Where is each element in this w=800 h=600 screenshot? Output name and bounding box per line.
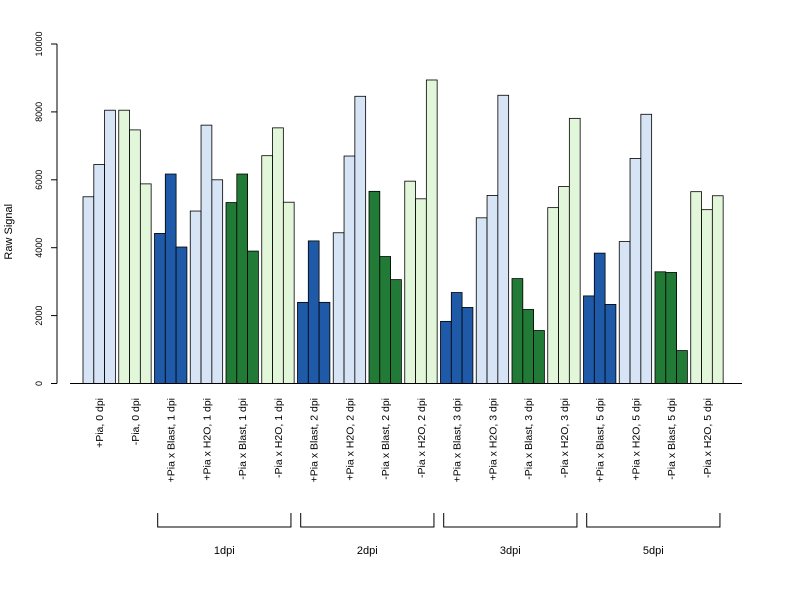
x-category-label: -Pia x Blast, 5 dpi xyxy=(666,398,678,480)
bar xyxy=(104,109,116,384)
group-bracket xyxy=(586,513,721,528)
bar xyxy=(368,190,381,384)
bar xyxy=(461,307,474,384)
bar xyxy=(225,202,238,384)
bar xyxy=(390,279,402,384)
y-tick-label: 2000 xyxy=(34,306,44,326)
bar xyxy=(665,272,677,384)
bar xyxy=(211,179,224,384)
bar xyxy=(558,186,570,384)
bar xyxy=(236,173,249,384)
group-bracket xyxy=(157,513,292,528)
group-brackets: 1dpi 2dpi 3dpi 5dpi xyxy=(157,513,721,557)
x-axis-labels: +Pia, 0 dpi -Pia, 0 dpi +Pia x Blast, 1 dp… xyxy=(94,398,714,482)
x-category-label: -Pia x H2O, 5 dpi xyxy=(702,398,714,478)
bar xyxy=(618,241,631,384)
y-axis: 0 2000 4000 6000 8000 10000 xyxy=(34,31,58,386)
group-label: 3dpi xyxy=(500,545,521,557)
y-axis-title: Raw Signal xyxy=(3,204,15,260)
x-category-label: +Pia x Blast, 2 dpi xyxy=(309,398,321,482)
bar xyxy=(640,113,653,384)
bar xyxy=(247,250,259,384)
x-category-label: +Pia x Blast, 1 dpi xyxy=(166,398,178,482)
bar xyxy=(701,209,713,384)
x-category-label: -Pia x H2O, 3 dpi xyxy=(559,398,571,478)
group-label: 1dpi xyxy=(214,545,235,557)
y-tick-label: 4000 xyxy=(34,238,44,258)
bar xyxy=(343,155,356,384)
bar xyxy=(511,278,524,384)
bar xyxy=(440,320,452,384)
group-label: 5dpi xyxy=(643,545,664,557)
bar xyxy=(533,330,545,384)
bar xyxy=(129,129,141,384)
bar xyxy=(583,295,595,384)
bars xyxy=(82,79,724,384)
bar xyxy=(379,256,391,384)
x-category-label: -Pia x H2O, 2 dpi xyxy=(416,398,428,478)
bar xyxy=(154,233,166,384)
x-category-label: -Pia x Blast, 2 dpi xyxy=(380,398,392,480)
bar xyxy=(318,301,331,384)
bar xyxy=(272,127,284,384)
group-label: 2dpi xyxy=(357,545,378,557)
bar xyxy=(175,246,188,384)
bar xyxy=(332,232,345,384)
bar xyxy=(629,158,642,384)
x-category-label: +Pia x Blast, 5 dpi xyxy=(595,398,607,482)
bar xyxy=(93,164,106,384)
bar xyxy=(297,301,309,384)
y-tick-label: 6000 xyxy=(34,170,44,190)
bar xyxy=(604,303,617,384)
y-tick-label: 8000 xyxy=(34,102,44,122)
bar xyxy=(676,350,688,384)
bar xyxy=(282,201,295,384)
bar xyxy=(425,79,438,384)
x-category-label: +Pia x H2O, 5 dpi xyxy=(630,398,642,481)
x-category-label: +Pia x H2O, 2 dpi xyxy=(344,398,356,481)
group-bracket xyxy=(300,513,435,528)
x-category-label: +Pia x H2O, 3 dpi xyxy=(487,398,499,481)
bar xyxy=(547,207,559,384)
bar xyxy=(261,155,273,384)
x-category-label: -Pia x Blast, 3 dpi xyxy=(523,398,535,480)
bar xyxy=(139,183,152,384)
bar xyxy=(654,271,667,384)
bar xyxy=(200,124,213,384)
bar xyxy=(354,95,367,384)
bar xyxy=(307,240,320,384)
x-category-label: +Pia x H2O, 1 dpi xyxy=(201,398,213,481)
bar xyxy=(82,196,95,384)
bar xyxy=(475,217,488,384)
bar xyxy=(522,309,534,384)
x-category-label: +Pia, 0 dpi xyxy=(94,398,106,448)
bar xyxy=(404,180,416,384)
bar xyxy=(593,252,606,384)
bar xyxy=(568,117,581,384)
bar xyxy=(497,94,510,384)
x-category-label: -Pia x Blast, 1 dpi xyxy=(237,398,249,480)
x-category-label: -Pia x H2O, 1 dpi xyxy=(273,398,285,478)
bar xyxy=(189,210,202,384)
bar xyxy=(690,191,702,384)
bar xyxy=(711,195,724,384)
bar xyxy=(450,292,463,384)
x-category-label: -Pia, 0 dpi xyxy=(130,398,142,445)
bar xyxy=(415,198,427,384)
bar xyxy=(486,195,499,384)
x-category-label: +Pia x Blast, 3 dpi xyxy=(452,398,464,482)
y-tick-label: 10000 xyxy=(34,31,44,56)
bar xyxy=(118,109,130,384)
group-bracket xyxy=(443,513,578,528)
y-tick-label: 0 xyxy=(34,381,44,386)
bar xyxy=(164,173,177,384)
